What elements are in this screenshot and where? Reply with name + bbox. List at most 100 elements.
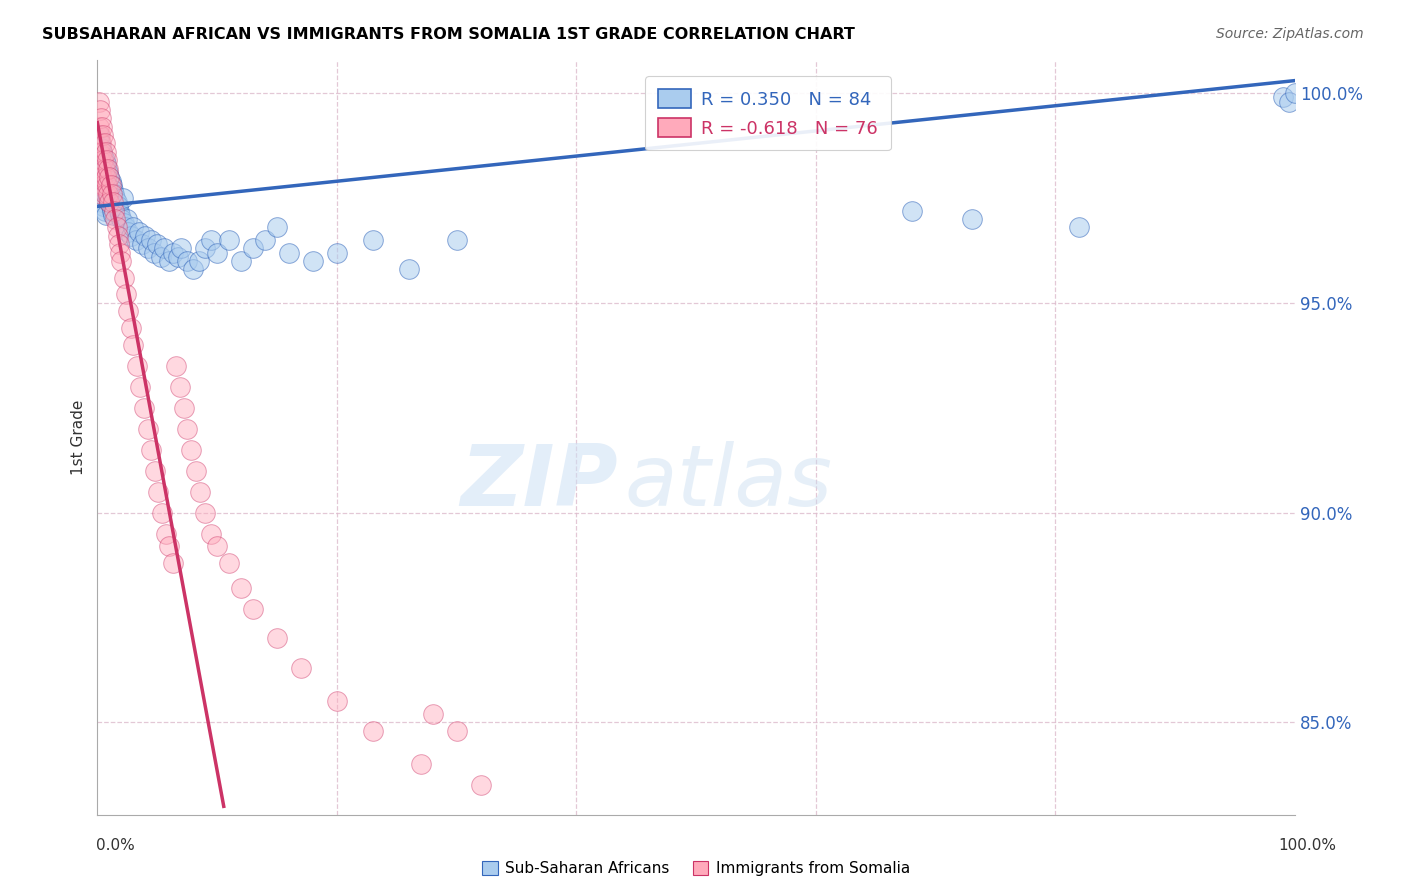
Point xyxy=(94,145,117,159)
Point xyxy=(960,211,983,226)
Point xyxy=(93,161,115,176)
Point xyxy=(120,321,142,335)
Point xyxy=(97,186,120,201)
Point xyxy=(218,233,240,247)
Point xyxy=(100,203,122,218)
Point xyxy=(361,233,384,247)
Point xyxy=(242,241,264,255)
Point xyxy=(361,723,384,738)
Point xyxy=(104,191,127,205)
Point xyxy=(108,203,131,218)
Point xyxy=(90,112,112,126)
Point xyxy=(124,233,146,247)
Point xyxy=(96,153,118,168)
Point xyxy=(93,153,115,168)
Legend: R = 0.350   N = 84, R = -0.618   N = 76: R = 0.350 N = 84, R = -0.618 N = 76 xyxy=(645,76,891,150)
Point xyxy=(117,225,139,239)
Point xyxy=(1284,86,1306,100)
Point xyxy=(132,401,155,415)
Point xyxy=(122,338,145,352)
Point xyxy=(184,464,207,478)
Point xyxy=(98,195,121,210)
Point xyxy=(87,128,110,142)
Point xyxy=(120,228,142,243)
Point xyxy=(100,178,122,193)
Point xyxy=(149,250,172,264)
Point xyxy=(101,208,124,222)
Point xyxy=(188,484,211,499)
Point xyxy=(89,128,111,142)
Point xyxy=(97,161,120,176)
Point xyxy=(89,136,111,151)
Point xyxy=(326,694,349,708)
Point xyxy=(94,208,117,222)
Point xyxy=(103,186,125,201)
Point xyxy=(87,95,110,109)
Point xyxy=(398,262,420,277)
Point xyxy=(98,195,121,210)
Point xyxy=(93,186,115,201)
Point xyxy=(176,254,198,268)
Point xyxy=(100,174,122,188)
Point xyxy=(89,153,111,168)
Point xyxy=(122,220,145,235)
Point xyxy=(90,166,112,180)
Point xyxy=(165,359,187,373)
Point xyxy=(97,166,120,180)
Point xyxy=(176,422,198,436)
Point xyxy=(205,539,228,553)
Point xyxy=(1272,90,1295,104)
Point xyxy=(157,539,180,553)
Point xyxy=(105,220,128,235)
Point xyxy=(90,161,112,176)
Point xyxy=(173,401,195,415)
Point xyxy=(101,195,124,210)
Point xyxy=(117,304,139,318)
Point xyxy=(153,241,176,255)
Point xyxy=(93,203,115,218)
Text: ZIP: ZIP xyxy=(461,441,619,524)
Point xyxy=(200,526,222,541)
Point xyxy=(87,145,110,159)
Point xyxy=(409,757,432,772)
Point xyxy=(96,186,118,201)
Point xyxy=(170,241,193,255)
Point xyxy=(87,178,110,193)
Point xyxy=(91,128,114,142)
Point xyxy=(194,506,217,520)
Point xyxy=(100,178,122,193)
Point xyxy=(194,241,217,255)
Point xyxy=(326,245,349,260)
Point xyxy=(115,287,138,301)
Point xyxy=(253,233,276,247)
Point xyxy=(112,270,135,285)
Point xyxy=(98,169,121,184)
Point xyxy=(98,169,121,184)
Point xyxy=(91,169,114,184)
Point xyxy=(278,245,301,260)
Point xyxy=(91,174,114,188)
Point xyxy=(96,178,118,193)
Point xyxy=(129,380,152,394)
Point xyxy=(104,211,127,226)
Text: atlas: atlas xyxy=(624,441,832,524)
Point xyxy=(97,191,120,205)
Point xyxy=(94,157,117,171)
Point xyxy=(87,169,110,184)
Point xyxy=(1069,220,1091,235)
Point xyxy=(110,254,132,268)
Point xyxy=(108,237,131,252)
Point xyxy=(89,161,111,176)
Point xyxy=(91,145,114,159)
Point xyxy=(90,186,112,201)
Point xyxy=(131,237,153,252)
Point xyxy=(169,380,191,394)
Point xyxy=(166,250,188,264)
Text: SUBSAHARAN AFRICAN VS IMMIGRANTS FROM SOMALIA 1ST GRADE CORRELATION CHART: SUBSAHARAN AFRICAN VS IMMIGRANTS FROM SO… xyxy=(42,27,855,42)
Point xyxy=(94,183,117,197)
Point xyxy=(162,556,184,570)
Text: 0.0%: 0.0% xyxy=(96,838,135,853)
Point xyxy=(108,245,131,260)
Point xyxy=(96,161,118,176)
Point xyxy=(100,186,122,201)
